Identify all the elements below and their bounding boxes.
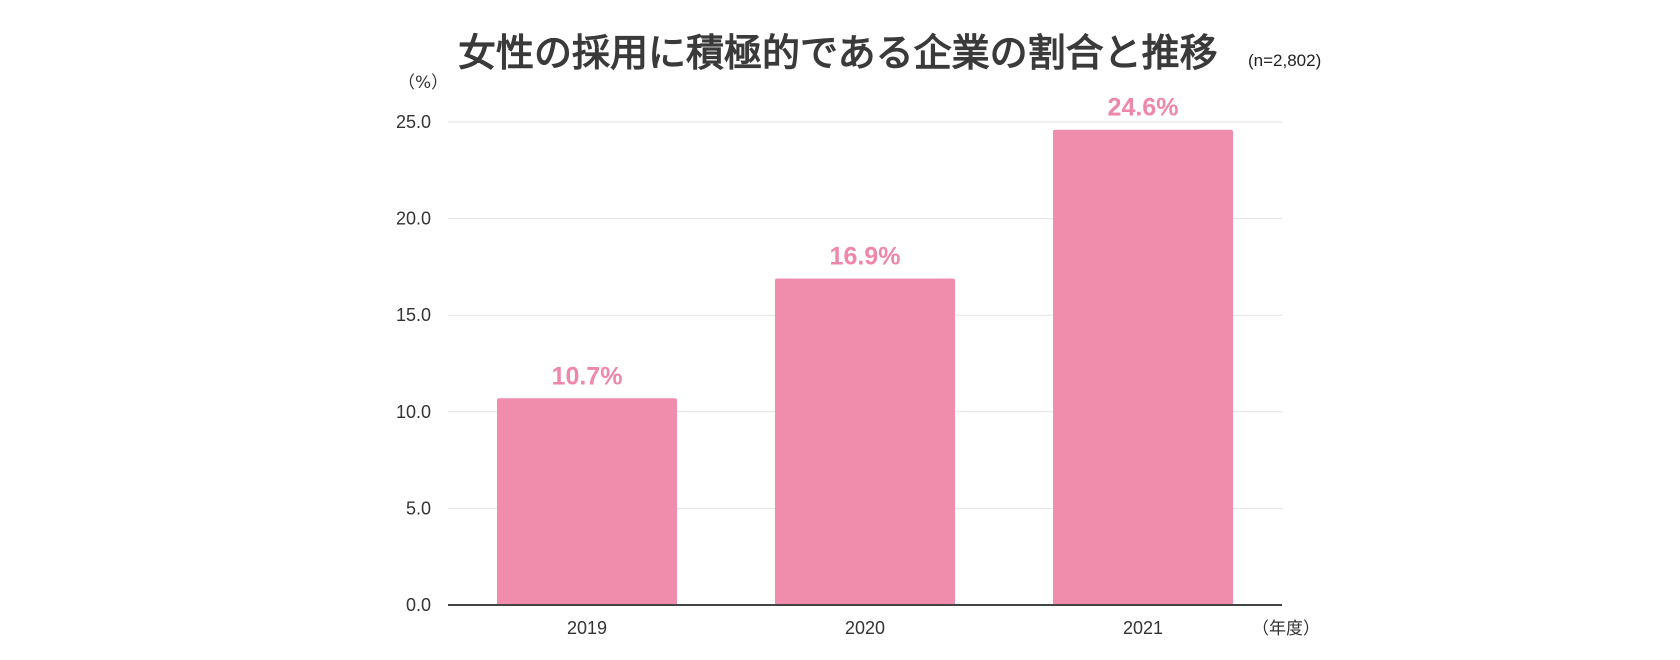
y-tick-label: 10.0: [396, 402, 431, 422]
chart-title: 女性の採用に積極的である企業の割合と推移: [458, 31, 1218, 75]
data-label-2021: 24.6%: [1108, 94, 1179, 122]
x-tick-label: 2021: [1123, 618, 1163, 638]
y-tick-label: 20.0: [396, 209, 431, 229]
bar-2020: [775, 278, 955, 605]
x-axis-unit: （年度）: [1252, 619, 1320, 639]
y-tick-label: 0.0: [406, 595, 431, 615]
data-label-2019: 10.7%: [552, 362, 623, 390]
data-label-2020: 16.9%: [830, 242, 901, 270]
y-tick-label: 5.0: [406, 498, 431, 518]
chart-subtitle: (n=2,802): [1248, 51, 1321, 70]
y-tick-label: 25.0: [396, 112, 431, 132]
bar-2019: [497, 398, 677, 605]
x-tick-label: 2019: [567, 618, 607, 638]
x-axis-ticks: 2019 2020 2021: [567, 618, 1163, 638]
y-axis-unit: （%）: [398, 73, 448, 93]
y-axis-ticks: 0.0 5.0 10.0 15.0 20.0 25.0: [396, 112, 431, 615]
bar-2021: [1053, 129, 1233, 605]
data-labels: 10.7% 16.9% 24.6%: [552, 94, 1179, 391]
x-tick-label: 2020: [845, 618, 885, 638]
bars: [497, 129, 1233, 605]
y-tick-label: 15.0: [396, 305, 431, 325]
